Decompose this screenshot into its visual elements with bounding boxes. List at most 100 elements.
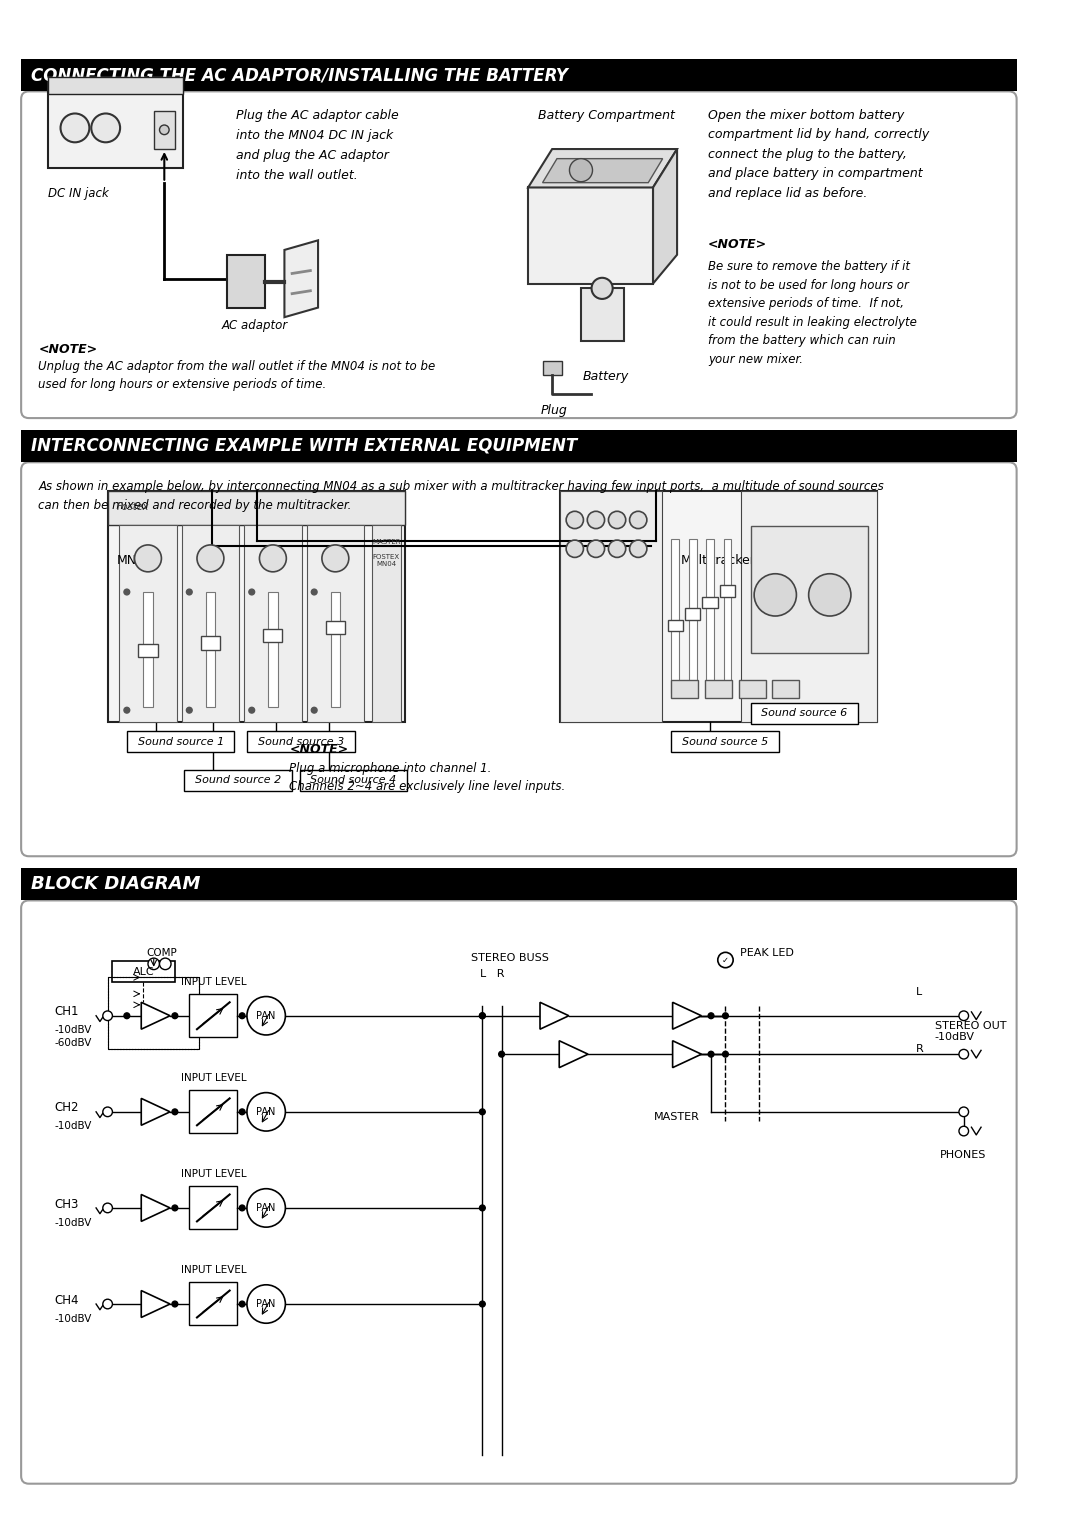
Bar: [268, 591, 278, 707]
Circle shape: [60, 113, 90, 142]
Polygon shape: [141, 1002, 170, 1030]
Text: ✓: ✓: [721, 955, 729, 964]
Circle shape: [723, 1013, 728, 1019]
Text: R: R: [916, 1044, 923, 1054]
Text: Plug a microphone into channel 1.
Channels 2~4 are exclusively line level inputs: Plug a microphone into channel 1. Channe…: [289, 762, 566, 793]
Bar: [112, 961, 175, 983]
Bar: [181, 524, 240, 721]
Text: MN04: MN04: [118, 553, 153, 567]
Text: STEREO BUSS: STEREO BUSS: [471, 953, 549, 963]
Circle shape: [630, 512, 647, 529]
Bar: [189, 1186, 238, 1229]
Text: -10dBV: -10dBV: [55, 1122, 92, 1131]
Circle shape: [566, 539, 583, 558]
Circle shape: [608, 539, 625, 558]
Text: COMP: COMP: [146, 949, 177, 958]
Circle shape: [480, 1302, 485, 1306]
Circle shape: [247, 1189, 285, 1227]
Circle shape: [588, 512, 605, 529]
Polygon shape: [284, 240, 318, 318]
Bar: [581, 289, 624, 341]
Polygon shape: [141, 1099, 170, 1125]
Polygon shape: [653, 150, 677, 284]
Bar: [189, 993, 238, 1038]
Circle shape: [480, 1109, 485, 1115]
Text: Plug the AC adaptor cable
into the MN04 DC IN jack
and plug the AC adaptor
into : Plug the AC adaptor cable into the MN04 …: [235, 108, 399, 182]
Text: INPUT LEVEL: INPUT LEVEL: [180, 1073, 246, 1083]
Text: L: L: [916, 987, 922, 996]
Circle shape: [959, 1050, 969, 1059]
Text: As shown in example below, by interconnecting MN04 as a sub mixer with a multitr: As shown in example below, by interconne…: [39, 480, 885, 512]
FancyBboxPatch shape: [22, 463, 1016, 856]
Circle shape: [311, 707, 318, 714]
Polygon shape: [141, 1195, 170, 1221]
Bar: [772, 680, 799, 698]
Circle shape: [754, 573, 796, 616]
Text: Be sure to remove the battery if it
is not to be used for long hours or
extensiv: Be sure to remove the battery if it is n…: [707, 260, 917, 367]
Text: INPUT LEVEL: INPUT LEVEL: [180, 1265, 246, 1276]
Text: BLOCK DIAGRAM: BLOCK DIAGRAM: [30, 876, 200, 892]
Polygon shape: [528, 188, 653, 284]
Bar: [22, 58, 1016, 92]
Bar: [724, 539, 731, 692]
Text: PHONES: PHONES: [940, 1151, 986, 1160]
Circle shape: [172, 1109, 178, 1115]
Circle shape: [723, 1051, 728, 1057]
Bar: [561, 490, 877, 721]
Text: Battery Compartment: Battery Compartment: [538, 108, 675, 122]
Circle shape: [718, 952, 733, 967]
Text: CH1: CH1: [55, 1005, 79, 1018]
Circle shape: [172, 1206, 178, 1210]
Text: DC IN jack: DC IN jack: [48, 188, 109, 200]
Text: Plug: Plug: [541, 403, 567, 417]
Bar: [751, 526, 868, 652]
Bar: [542, 362, 562, 374]
Bar: [685, 608, 701, 620]
Text: MASTER: MASTER: [372, 539, 401, 545]
Bar: [702, 597, 718, 608]
Circle shape: [248, 707, 255, 714]
Bar: [22, 429, 1016, 463]
Bar: [739, 680, 766, 698]
Bar: [48, 76, 183, 95]
Text: PEAK LED: PEAK LED: [740, 949, 794, 958]
Bar: [244, 524, 301, 721]
Bar: [189, 1089, 238, 1132]
Bar: [689, 539, 697, 692]
Circle shape: [160, 958, 171, 970]
Circle shape: [480, 1013, 485, 1019]
Bar: [138, 643, 158, 657]
Circle shape: [959, 1106, 969, 1117]
Circle shape: [248, 590, 255, 594]
Text: AC adaptor: AC adaptor: [222, 319, 288, 332]
Circle shape: [322, 545, 349, 571]
Bar: [264, 628, 283, 642]
Text: Sound source 6: Sound source 6: [761, 707, 848, 718]
Text: FOSTEX
MN04: FOSTEX MN04: [373, 553, 400, 567]
Bar: [48, 76, 183, 168]
Text: CH4: CH4: [55, 1294, 79, 1306]
Circle shape: [630, 539, 647, 558]
Circle shape: [103, 1106, 112, 1117]
Text: INTERCONNECTING EXAMPLE WITH EXTERNAL EQUIPMENT: INTERCONNECTING EXAMPLE WITH EXTERNAL EQ…: [30, 437, 577, 455]
Circle shape: [103, 1299, 112, 1309]
Text: -10dBV: -10dBV: [55, 1314, 92, 1323]
Text: Fostex: Fostex: [118, 503, 150, 512]
Bar: [672, 732, 779, 752]
Circle shape: [148, 958, 160, 970]
Text: PAN: PAN: [256, 1010, 275, 1021]
Bar: [307, 524, 364, 721]
Text: Sound source 1: Sound source 1: [137, 736, 224, 747]
Bar: [300, 770, 407, 792]
Bar: [561, 490, 662, 721]
Circle shape: [708, 1013, 714, 1019]
Circle shape: [187, 707, 192, 714]
Circle shape: [592, 278, 612, 299]
Text: -10dBV
-60dBV: -10dBV -60dBV: [55, 1025, 92, 1048]
Text: PAN: PAN: [256, 1299, 275, 1309]
Text: CONNECTING THE AC ADAPTOR/INSTALLING THE BATTERY: CONNECTING THE AC ADAPTOR/INSTALLING THE…: [30, 66, 568, 84]
Bar: [672, 680, 699, 698]
Circle shape: [124, 1013, 130, 1019]
Text: PAN: PAN: [256, 1106, 275, 1117]
Bar: [108, 490, 405, 524]
